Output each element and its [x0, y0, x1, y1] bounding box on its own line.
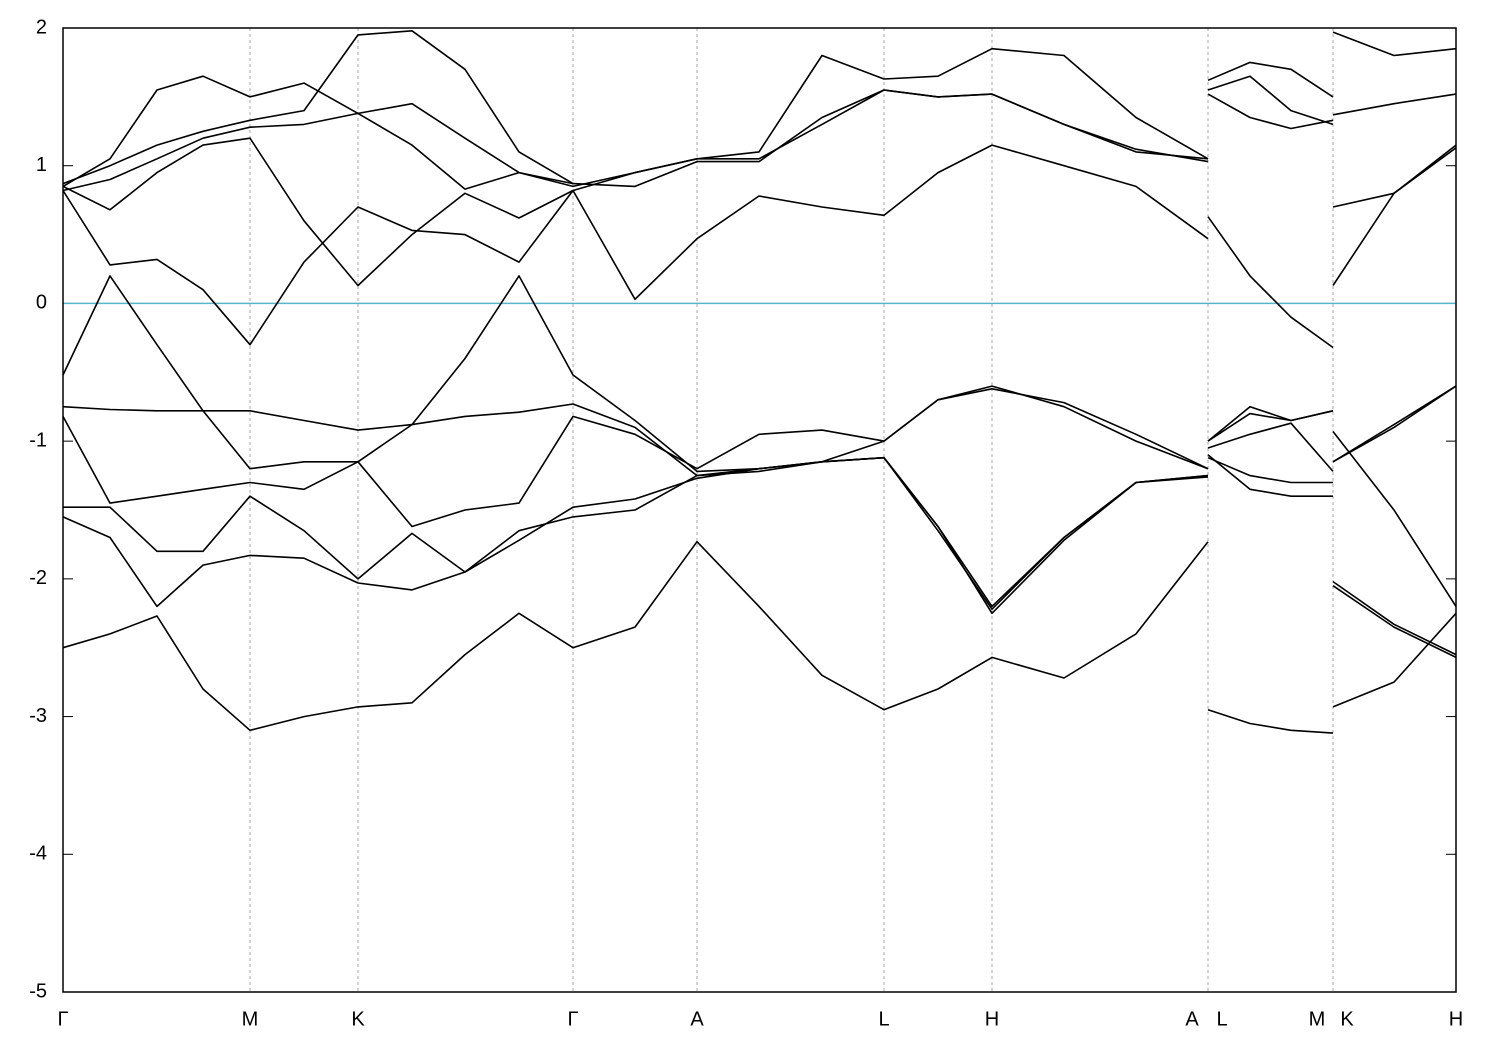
band-line [62, 30, 574, 185]
x-tick-label: M [242, 1008, 259, 1030]
x-tick-label: A [690, 1008, 704, 1030]
x-tick-label: H [1449, 1008, 1463, 1030]
band-line [63, 454, 1457, 656]
x-tick-label: H [985, 1008, 999, 1030]
x-tick-label: K [1340, 1008, 1354, 1030]
band-line [62, 388, 1457, 607]
y-tick-label: 2 [36, 16, 47, 38]
band-line [62, 540, 1457, 734]
band-line [62, 137, 1457, 349]
y-tick-label: -4 [29, 843, 47, 865]
plot-frame [62, 27, 1457, 993]
x-tick-label: M [1309, 1008, 1326, 1030]
band-line [62, 31, 1457, 190]
band-line [62, 275, 1457, 608]
x-tick-label: L [1216, 1008, 1227, 1030]
x-tick-label: A [1185, 1008, 1199, 1030]
x-tick-label: Γ [567, 1008, 578, 1030]
y-tick-label: 1 [36, 154, 47, 176]
y-tick-label: -2 [29, 567, 47, 589]
x-tick-label: L [878, 1008, 889, 1030]
y-tick-label: 0 [36, 292, 47, 314]
y-tick-label: -1 [29, 429, 47, 451]
y-tick-label: -5 [29, 980, 47, 1002]
x-tick-label: Γ [57, 1008, 68, 1030]
x-tick-label: K [351, 1008, 365, 1030]
y-tick-label: -3 [29, 705, 47, 727]
